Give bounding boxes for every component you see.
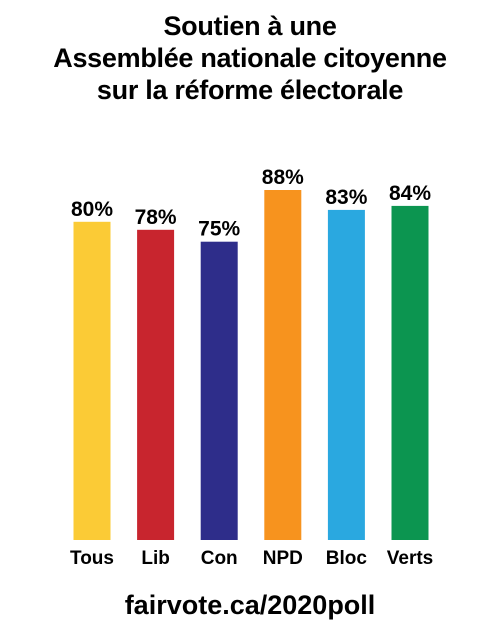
chart-title-line-2: Assemblée nationale citoyenne xyxy=(53,43,447,73)
category-label-con: Con xyxy=(201,548,238,569)
bar-bloc xyxy=(327,209,365,540)
chart-title-line-3: sur la réforme électorale xyxy=(96,75,404,105)
chart-title-line-1: Soutien à une xyxy=(163,11,337,41)
value-label-lib: 78% xyxy=(135,206,177,229)
bar-npd xyxy=(264,190,302,540)
value-label-verts: 84% xyxy=(389,182,431,205)
bar-con xyxy=(200,241,238,540)
category-labels-layer: Tous Lib Con NPD Bloc Verts xyxy=(70,548,433,569)
value-label-npd: 88% xyxy=(262,166,304,189)
value-label-con: 75% xyxy=(198,218,240,241)
value-label-tous: 80% xyxy=(71,198,113,221)
bar-lib xyxy=(137,229,175,541)
category-label-verts: Verts xyxy=(387,548,433,569)
category-label-tous: Tous xyxy=(70,548,114,569)
value-labels-layer: 80% 78% 75% 88% 83% 84% xyxy=(71,166,431,241)
footer-url: fairvote.ca/2020poll xyxy=(124,590,376,620)
category-label-npd: NPD xyxy=(263,548,303,569)
value-label-bloc: 83% xyxy=(325,186,367,209)
bar-tous xyxy=(73,221,111,541)
bar-verts xyxy=(391,205,429,540)
category-label-bloc: Bloc xyxy=(326,548,368,569)
bars-layer xyxy=(73,190,429,541)
chart-title: Soutien à une Assemblée nationale citoye… xyxy=(0,10,500,106)
category-label-lib: Lib xyxy=(141,548,170,569)
